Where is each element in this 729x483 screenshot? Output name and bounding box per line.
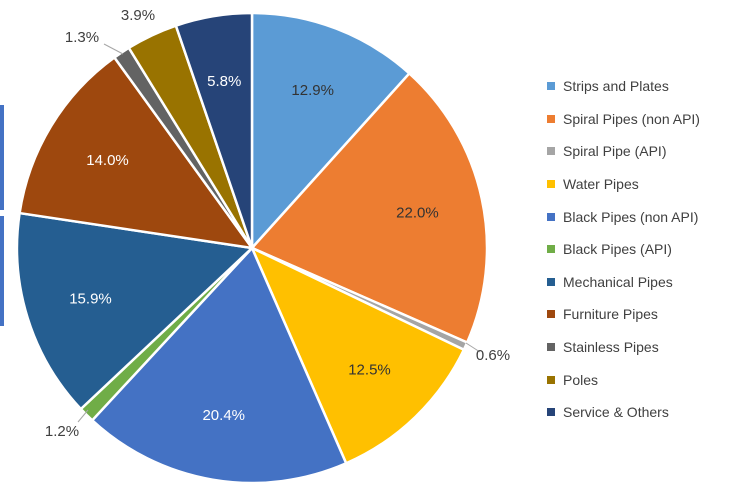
pie-slices	[15, 11, 489, 483]
legend-swatch	[547, 408, 555, 417]
left-edge-bar-top	[0, 105, 4, 210]
legend-swatch	[547, 245, 555, 254]
slice-label-stainless-pipes: 1.3%	[65, 29, 99, 46]
pie-slice-furniture-pipes	[18, 55, 255, 250]
legend-item-black-pipes-non-api: Black Pipes (non API)	[547, 200, 727, 233]
slice-label-service-others: 5.8%	[207, 73, 241, 90]
pie-slice-water-pipes	[249, 245, 466, 465]
slice-label-spiral-pipe-api: 0.6%	[476, 347, 510, 364]
leader-line-stainless-pipes	[103, 43, 124, 55]
legend-item-poles: Poles	[547, 363, 727, 396]
leader-line-black-pipes-api	[77, 409, 89, 423]
legend-label: Furniture Pipes	[563, 306, 658, 323]
legend-label: Black Pipes (non API)	[563, 208, 699, 225]
slice-label-spiral-pipes-non-api: 22.0%	[396, 204, 439, 221]
legend-swatch	[547, 277, 555, 286]
pie-slice-black-pipes-non-api	[90, 245, 348, 483]
slice-label-strips-and-plates: 12.9%	[291, 82, 334, 99]
leader-line-spiral-pipe-api	[465, 342, 481, 353]
slice-label-water-pipes: 12.5%	[348, 362, 391, 379]
legend-item-furniture-pipes: Furniture Pipes	[547, 298, 727, 331]
slice-label-furniture-pipes: 14.0%	[86, 152, 129, 169]
legend-swatch	[547, 82, 555, 91]
legend-label: Mechanical Pipes	[563, 273, 673, 290]
legend-item-spiral-pipes-non-api: Spiral Pipes (non API)	[547, 103, 727, 136]
slice-label-poles: 3.9%	[121, 7, 155, 24]
slice-label-black-pipes-non-api: 20.4%	[202, 407, 245, 424]
chart-legend: Strips and Plates Spiral Pipes (non API) S…	[547, 70, 727, 429]
legend-swatch	[547, 343, 555, 352]
legend-label: Spiral Pipes (non API)	[563, 110, 700, 127]
slice-label-mechanical-pipes: 15.9%	[69, 290, 112, 307]
pie-slice-spiral-pipes-non-api	[249, 71, 489, 345]
legend-item-black-pipes-api: Black Pipes (API)	[547, 233, 727, 266]
legend-label: Spiral Pipe (API)	[563, 143, 667, 160]
legend-item-water-pipes: Water Pipes	[547, 168, 727, 201]
slice-label-black-pipes-api: 1.2%	[45, 423, 79, 440]
pie-labels: 12.9% 22.0% 0.6% 12.5% 20.4% 1.2% 15.9% 14.0% 1.…	[45, 7, 510, 440]
legend-label: Water Pipes	[563, 176, 639, 193]
legend-label: Service & Others	[563, 404, 669, 421]
legend-item-stainless-pipes: Stainless Pipes	[547, 331, 727, 364]
legend-item-strips-and-plates: Strips and Plates	[547, 70, 727, 103]
legend-swatch	[547, 114, 555, 123]
legend-swatch	[547, 180, 555, 189]
legend-swatch	[547, 147, 555, 156]
legend-swatch	[547, 212, 555, 221]
legend-swatch	[547, 375, 555, 384]
pie-slice-service-others	[174, 11, 254, 249]
left-edge-bar-bottom	[0, 216, 4, 326]
legend-label: Black Pipes (API)	[563, 241, 672, 258]
legend-item-mechanical-pipes: Mechanical Pipes	[547, 266, 727, 299]
legend-swatch	[547, 310, 555, 319]
legend-label: Poles	[563, 371, 599, 388]
legend-label: Strips and Plates	[563, 78, 669, 95]
pie-slice-strips-and-plates	[250, 11, 412, 252]
legend-item-service-others: Service & Others	[547, 396, 727, 429]
pie-slice-mechanical-pipes	[15, 211, 255, 411]
legend-label: Stainless Pipes	[563, 339, 659, 356]
legend-item-spiral-pipe-api: Spiral Pipe (API)	[547, 135, 727, 168]
